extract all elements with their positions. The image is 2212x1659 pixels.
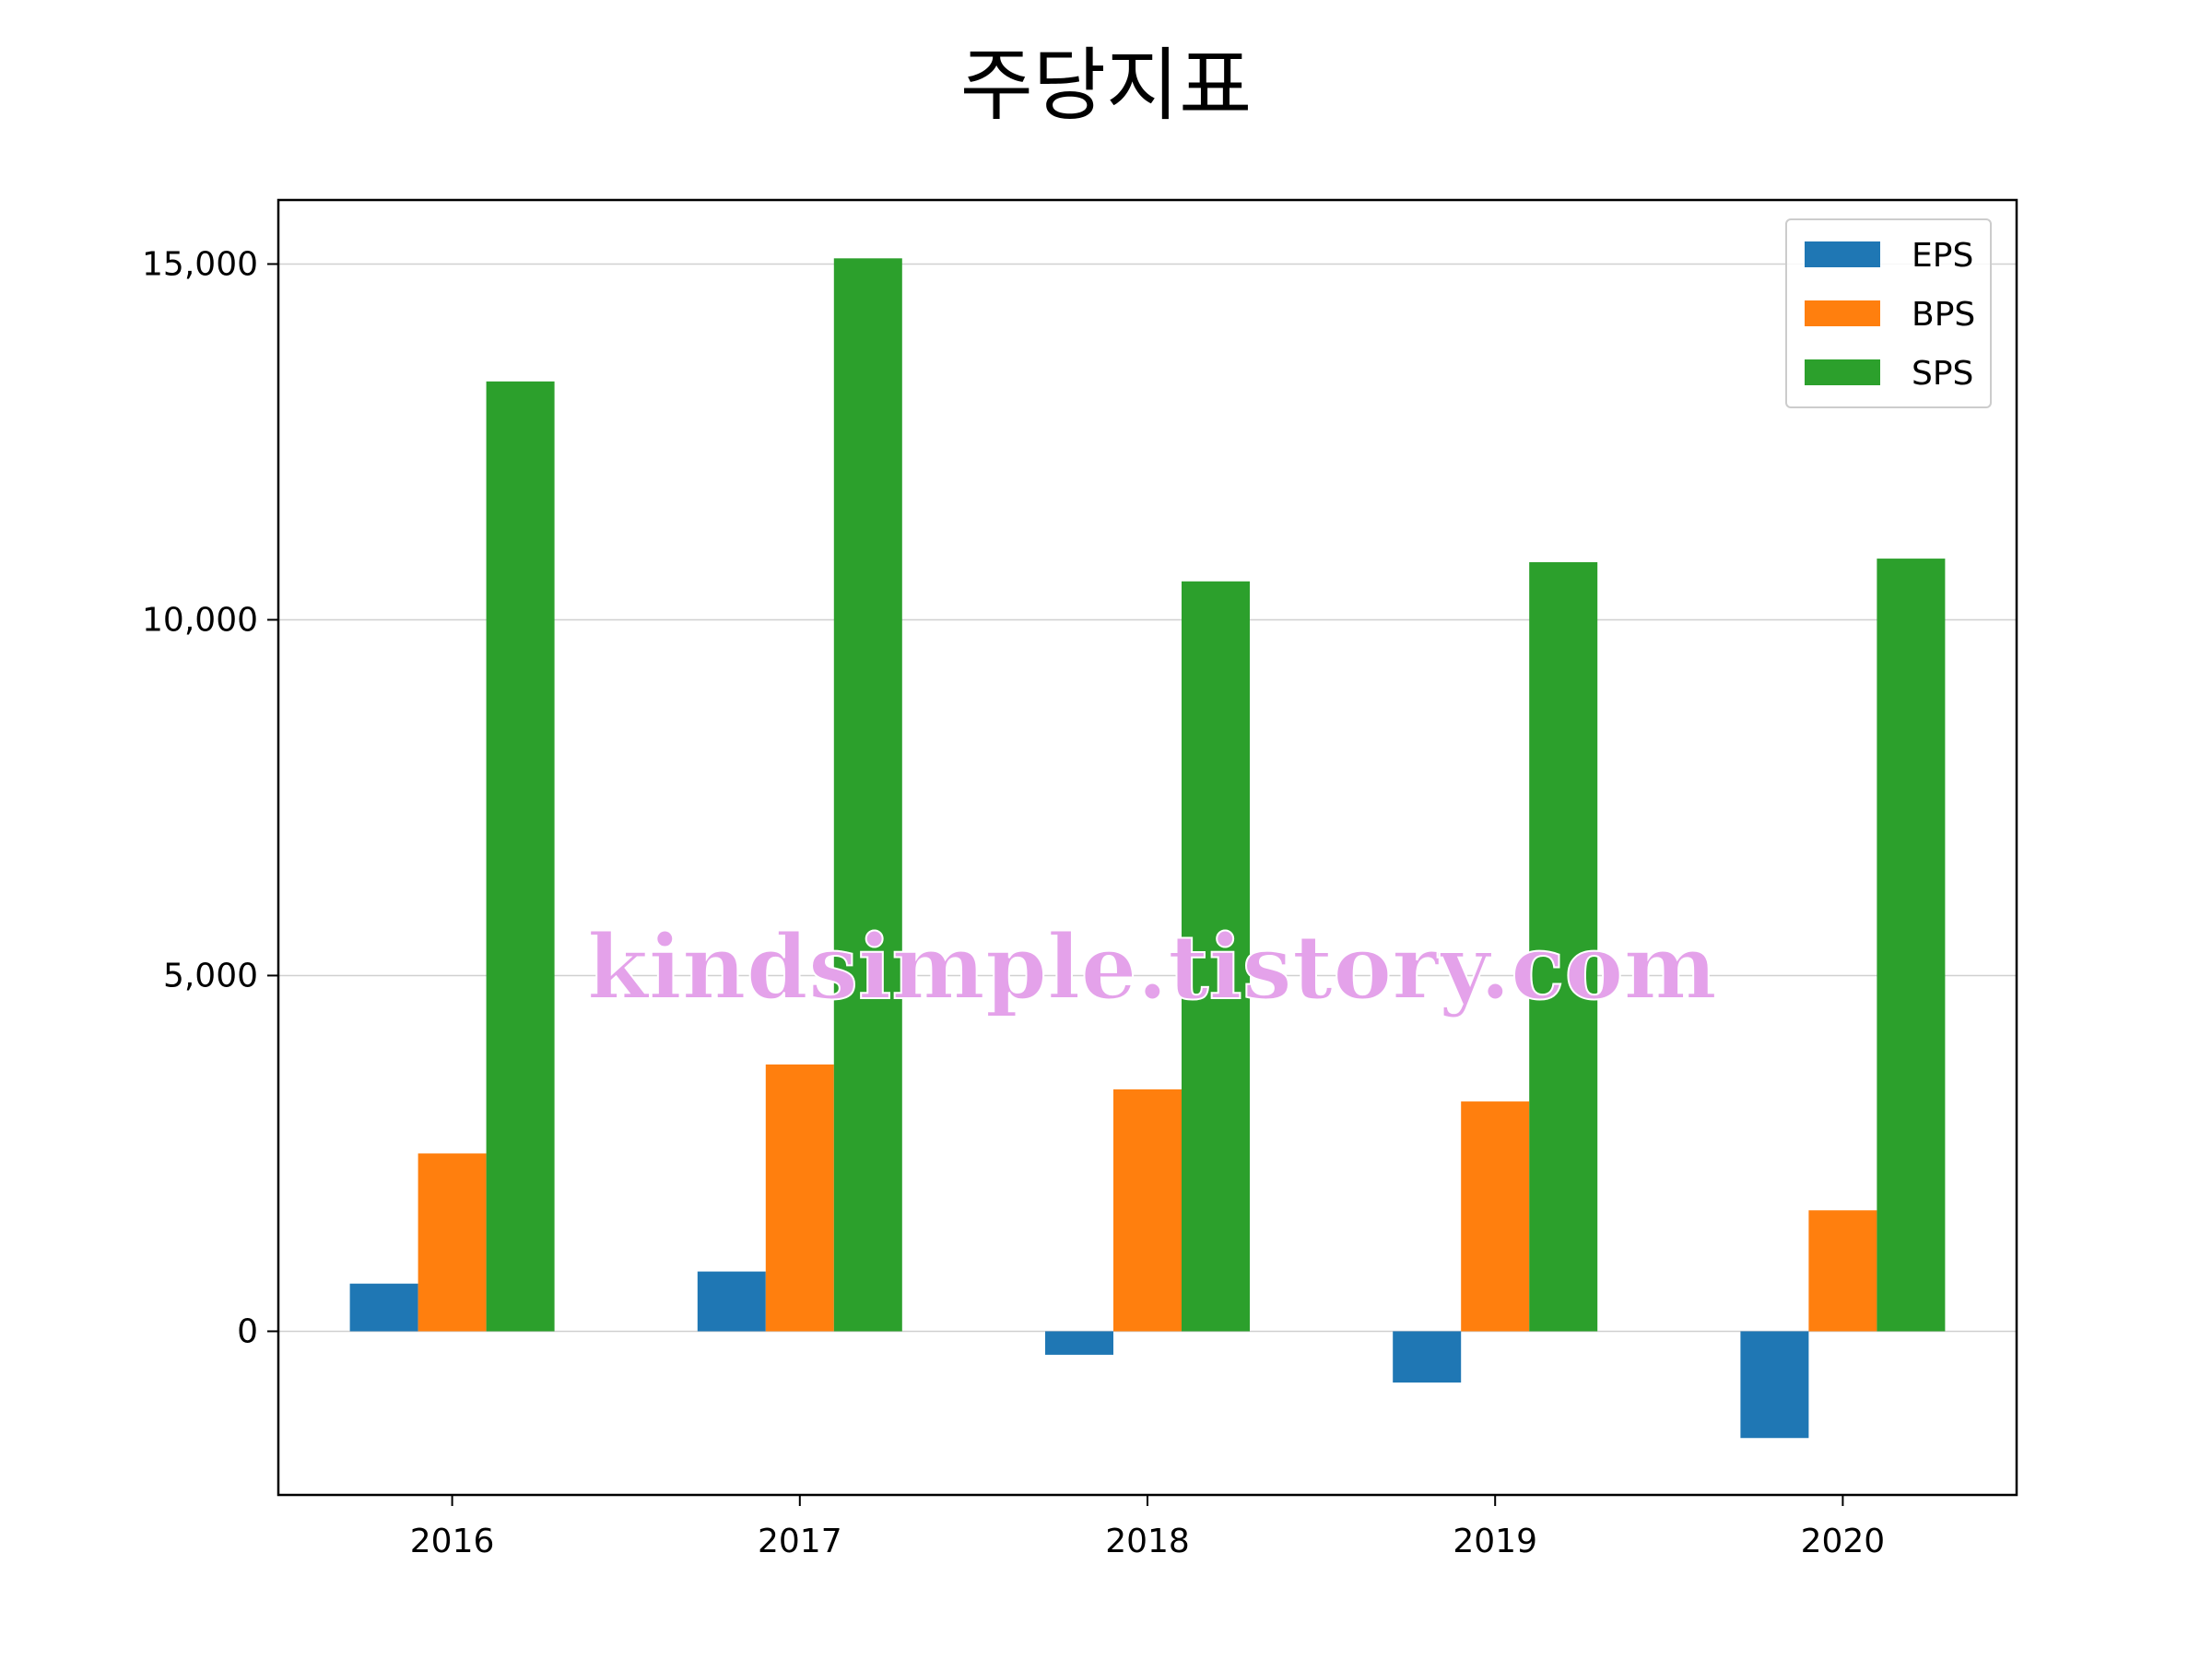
bar-bps-2019 bbox=[1461, 1101, 1530, 1332]
legend-swatch-sps bbox=[1805, 359, 1880, 385]
bar-eps-2016 bbox=[349, 1283, 418, 1332]
legend-label-sps: SPS bbox=[1912, 355, 1973, 393]
bar-eps-2019 bbox=[1393, 1331, 1462, 1383]
x-tick-label: 2018 bbox=[1105, 1523, 1190, 1560]
legend-swatch-eps bbox=[1805, 241, 1880, 267]
x-tick-label: 2016 bbox=[410, 1523, 495, 1560]
bar-eps-2018 bbox=[1045, 1331, 1113, 1355]
x-tick-label: 2019 bbox=[1453, 1523, 1537, 1560]
bar-eps-2017 bbox=[697, 1271, 766, 1332]
bar-sps-2017 bbox=[833, 258, 902, 1332]
bar-sps-2018 bbox=[1182, 581, 1250, 1332]
bar-sps-2016 bbox=[486, 381, 555, 1332]
x-tick-label: 2020 bbox=[1801, 1523, 1886, 1560]
plot-frame bbox=[276, 198, 2018, 1497]
y-tick-label: 0 bbox=[237, 1312, 258, 1350]
y-tick-label: 5,000 bbox=[163, 957, 258, 994]
legend-swatch-bps bbox=[1805, 300, 1880, 326]
y-tick-label: 10,000 bbox=[142, 601, 258, 639]
bars bbox=[349, 258, 1946, 1439]
bar-sps-2020 bbox=[1877, 559, 1946, 1332]
legend: EPS BPS SPS bbox=[1785, 218, 1992, 408]
bar-bps-2017 bbox=[765, 1064, 834, 1332]
y-tick-label: 15,000 bbox=[142, 245, 258, 283]
grid-lines bbox=[278, 263, 2017, 1333]
axes: 0 5,000 10,000 15,000 2016 2017 2018 2019 2020 bbox=[142, 198, 2018, 1560]
bar-bps-2020 bbox=[1808, 1210, 1877, 1332]
bar-bps-2016 bbox=[418, 1153, 487, 1332]
watermark-text: kindsimple.tistory.com bbox=[587, 915, 1717, 1019]
legend-label-eps: EPS bbox=[1912, 237, 1973, 275]
bar-sps-2019 bbox=[1529, 561, 1598, 1332]
legend-label-bps: BPS bbox=[1912, 296, 1975, 334]
bar-bps-2018 bbox=[1113, 1088, 1182, 1332]
chart-title: 주당지표 bbox=[959, 40, 1253, 132]
bar-eps-2020 bbox=[1740, 1331, 1809, 1439]
x-tick-label: 2017 bbox=[758, 1523, 842, 1560]
